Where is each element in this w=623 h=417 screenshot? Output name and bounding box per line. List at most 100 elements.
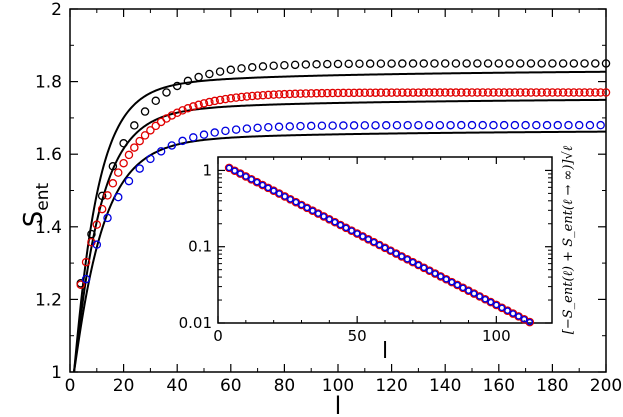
data-point (135, 136, 144, 146)
data-point (130, 143, 139, 152)
data-point (398, 88, 407, 97)
inset-data-point (275, 190, 283, 197)
data-point (414, 120, 423, 130)
y-tick-label: 1.8 (35, 73, 62, 93)
svg-text:Sent: Sent (19, 182, 53, 227)
data-point (585, 120, 595, 130)
inset-data-point (498, 304, 506, 312)
x-tick-label: 40 (166, 376, 188, 396)
data-point (81, 274, 91, 284)
data-point (339, 88, 348, 98)
data-point (591, 59, 600, 68)
data-point (194, 72, 203, 82)
data-point (564, 88, 573, 97)
data-point (189, 102, 198, 111)
data-point (569, 59, 579, 68)
data-point (532, 120, 541, 130)
fit-line (73, 70, 607, 373)
data-point (87, 229, 96, 239)
y-tick-label: 1.2 (35, 290, 62, 310)
inset-data-point (381, 244, 389, 252)
data-point (574, 120, 584, 130)
inset-data-point (364, 235, 372, 243)
inset-series-points (224, 163, 535, 327)
data-point (103, 213, 112, 223)
inset-x-tick-label: 50 (348, 327, 367, 345)
data-point (344, 88, 353, 98)
data-point (317, 88, 327, 98)
data-point (446, 88, 455, 97)
data-point (596, 120, 605, 130)
inset-data-point (442, 275, 450, 283)
data-point (140, 107, 150, 116)
data-point (601, 59, 611, 68)
data-point (580, 88, 589, 97)
data-point (457, 88, 466, 97)
inset-data-point (342, 224, 350, 232)
data-point (113, 192, 123, 202)
data-point (542, 120, 552, 130)
data-point (97, 191, 107, 201)
data-point (210, 96, 219, 106)
main-series-points (76, 59, 611, 289)
inset-data-point (253, 178, 261, 186)
inset-x-tick-label: 0 (213, 327, 223, 345)
data-point (162, 88, 171, 97)
data-point (403, 120, 412, 130)
data-point (274, 90, 284, 99)
fit-line (73, 130, 607, 373)
data-point (333, 88, 343, 98)
inset-data-point (392, 250, 400, 257)
data-point (569, 88, 579, 97)
data-point (306, 121, 316, 131)
data-point (269, 61, 278, 71)
x-tick-label: 180 (536, 376, 568, 396)
inset-data-point (420, 264, 428, 272)
inset-x-axis-title: l (382, 339, 388, 364)
inset-data-point (409, 258, 417, 266)
data-point (499, 88, 509, 97)
data-point (333, 59, 343, 69)
data-point (301, 89, 311, 98)
data-point (424, 88, 434, 97)
inset-data-point (454, 281, 461, 289)
data-point (237, 92, 246, 102)
data-point (156, 147, 166, 156)
data-point (601, 88, 611, 97)
data-point (140, 131, 150, 140)
data-point (328, 121, 337, 130)
data-point (371, 121, 380, 130)
data-point (381, 121, 391, 130)
y-tick-label: 1 (51, 363, 62, 383)
data-point (355, 59, 364, 69)
data-point (510, 88, 520, 97)
x-tick-label: 20 (113, 376, 135, 396)
data-point (231, 93, 241, 102)
data-point (489, 120, 498, 130)
data-point (387, 59, 396, 68)
data-point (446, 120, 455, 130)
data-point (440, 59, 450, 68)
data-point (494, 88, 504, 97)
inset-data-point (320, 213, 328, 220)
data-point (515, 88, 525, 97)
data-point (398, 59, 407, 68)
data-point (189, 133, 198, 142)
data-point (242, 92, 252, 101)
data-point (172, 81, 182, 91)
inset-data-point (376, 241, 383, 249)
inset-data-point (314, 210, 322, 217)
data-point (253, 123, 262, 133)
inset-data-point (515, 313, 522, 320)
inset-data-point (287, 195, 294, 203)
inset-data-point (259, 181, 266, 189)
inset-y-axis-title: [−S_ent(ℓ) + S_ent(ℓ → ∞)]√ℓ (561, 145, 576, 334)
inset-data-point (337, 221, 344, 229)
inset-data-point (348, 227, 355, 235)
data-point (210, 128, 219, 137)
inset-data-point (509, 310, 517, 317)
data-point (483, 88, 493, 97)
data-point (419, 88, 429, 97)
data-point (113, 168, 123, 177)
